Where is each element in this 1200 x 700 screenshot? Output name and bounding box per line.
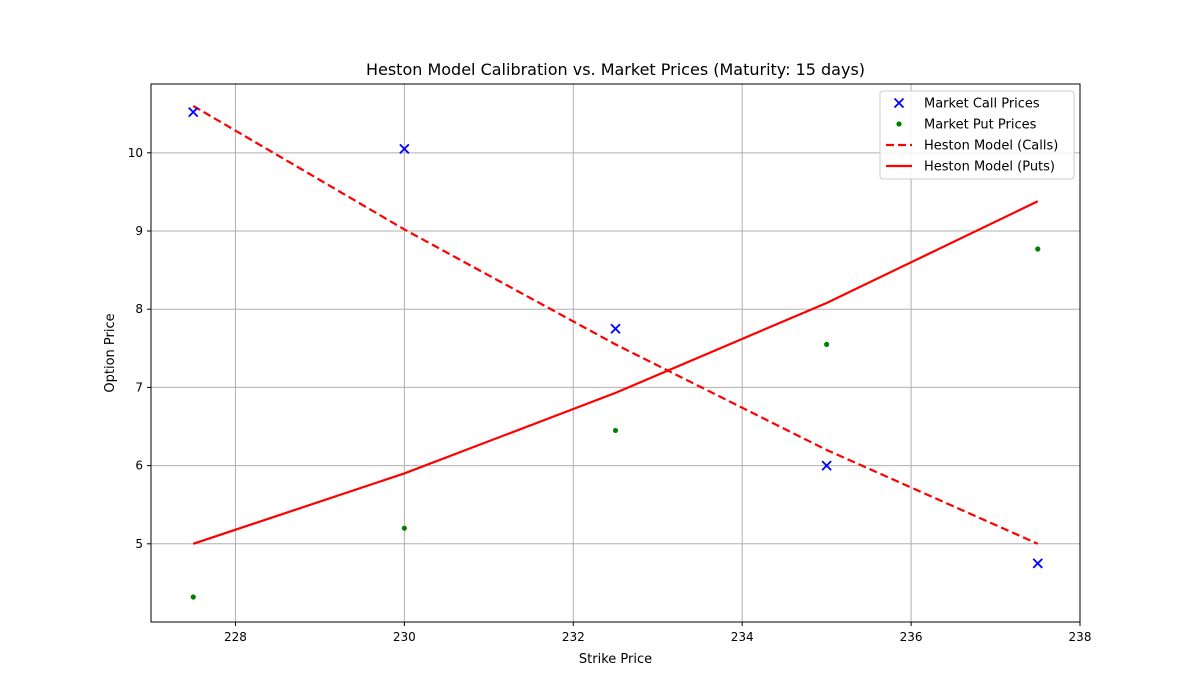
legend-marker-dot <box>896 121 902 127</box>
legend-box <box>879 90 1075 180</box>
market-call-point <box>188 107 199 118</box>
y-tick-label: 8 <box>135 302 143 316</box>
legend-label: Heston Model (Calls) <box>924 139 1058 154</box>
heston-puts-line <box>192 200 1039 545</box>
x-axis-label: Strike Price <box>579 652 652 667</box>
x-tick-label: 232 <box>562 630 585 644</box>
chart-title: Heston Model Calibration vs. Market Pric… <box>366 60 865 79</box>
market-call-point <box>610 323 621 334</box>
market-put-point <box>1035 246 1041 252</box>
y-tick-label: 7 <box>135 380 143 394</box>
legend-marker-x <box>893 97 905 109</box>
market-call-point <box>399 143 410 155</box>
y-tick-label: 6 <box>135 459 143 473</box>
legend: Market Call Prices Market Put Prices Hesto… <box>879 90 1075 180</box>
plot-series <box>188 104 1043 600</box>
market-put-points <box>190 246 1041 600</box>
market-put-point <box>190 594 196 600</box>
x-tick-label: 234 <box>731 630 754 644</box>
x-tick-label: 228 <box>224 630 247 644</box>
legend-item: Market Put Prices <box>896 118 1037 133</box>
market-call-point <box>1032 558 1043 569</box>
y-tick-label: 10 <box>128 146 143 160</box>
market-put-point <box>401 525 407 531</box>
x-tick-label: 236 <box>900 630 923 644</box>
legend-item: Market Call Prices <box>893 97 1040 112</box>
legend-label: Market Call Prices <box>924 97 1040 112</box>
legend-item: Heston Model (Puts) <box>886 160 1055 175</box>
x-tick-label: 238 <box>1069 630 1092 644</box>
plot-frame <box>150 83 1081 623</box>
market-call-point <box>821 460 832 471</box>
market-put-point <box>612 427 619 434</box>
market-call-points <box>188 107 1043 569</box>
y-tick-label: 5 <box>135 537 143 551</box>
heston-calls-line <box>192 104 1039 545</box>
legend-label: Market Put Prices <box>924 118 1037 133</box>
x-tick-label: 230 <box>393 630 416 644</box>
y-tick-label: 9 <box>135 224 143 238</box>
legend-label: Heston Model (Puts) <box>924 160 1055 175</box>
y-axis-label: Option Price <box>103 313 118 392</box>
axis-ticks: 228 230 232 234 236 238 5 6 7 8 9 10 <box>128 146 1092 644</box>
market-put-point <box>824 341 830 347</box>
legend-item: Heston Model (Calls) <box>886 139 1058 154</box>
